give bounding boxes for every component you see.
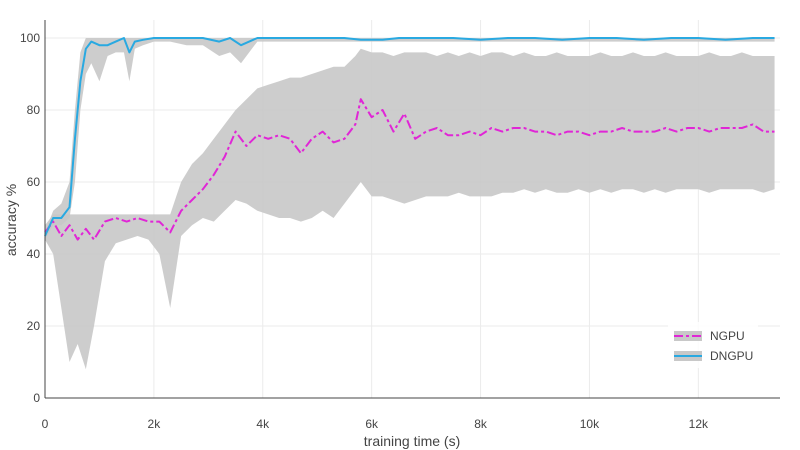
legend[interactable]: NGPU DNGPU [668, 322, 758, 368]
x-tick-label: 4k [256, 417, 270, 431]
legend-label: DNGPU [710, 349, 753, 363]
axes: 0 2k 4k 6k 8k 10k 12k 0 20 40 60 80 100 [20, 20, 780, 431]
y-tick-label: 20 [27, 319, 41, 333]
legend-item-ngpu[interactable]: NGPU [674, 329, 745, 343]
x-tick-label: 6k [365, 417, 379, 431]
y-tick-label: 60 [27, 175, 41, 189]
series-lines [44, 37, 775, 241]
legend-label: NGPU [710, 329, 745, 343]
y-tick-label: 40 [27, 247, 41, 261]
x-axis-title: training time (s) [364, 433, 460, 449]
x-tick-label: 8k [474, 417, 488, 431]
line-ngpu [44, 98, 775, 241]
x-tick-label: 12k [689, 417, 709, 431]
x-tick-label: 0 [42, 417, 49, 431]
x-tick-label: 2k [148, 417, 162, 431]
y-tick-label: 0 [33, 391, 40, 405]
y-tick-label: 100 [20, 31, 40, 45]
confidence-bands [45, 38, 775, 370]
band-ngpu [45, 48, 775, 370]
legend-item-dngpu[interactable]: DNGPU [674, 349, 753, 363]
y-axis-title: accuracy % [3, 184, 19, 256]
y-tick-label: 80 [27, 103, 41, 117]
x-tick-label: 10k [580, 417, 600, 431]
line-dngpu [44, 37, 775, 237]
